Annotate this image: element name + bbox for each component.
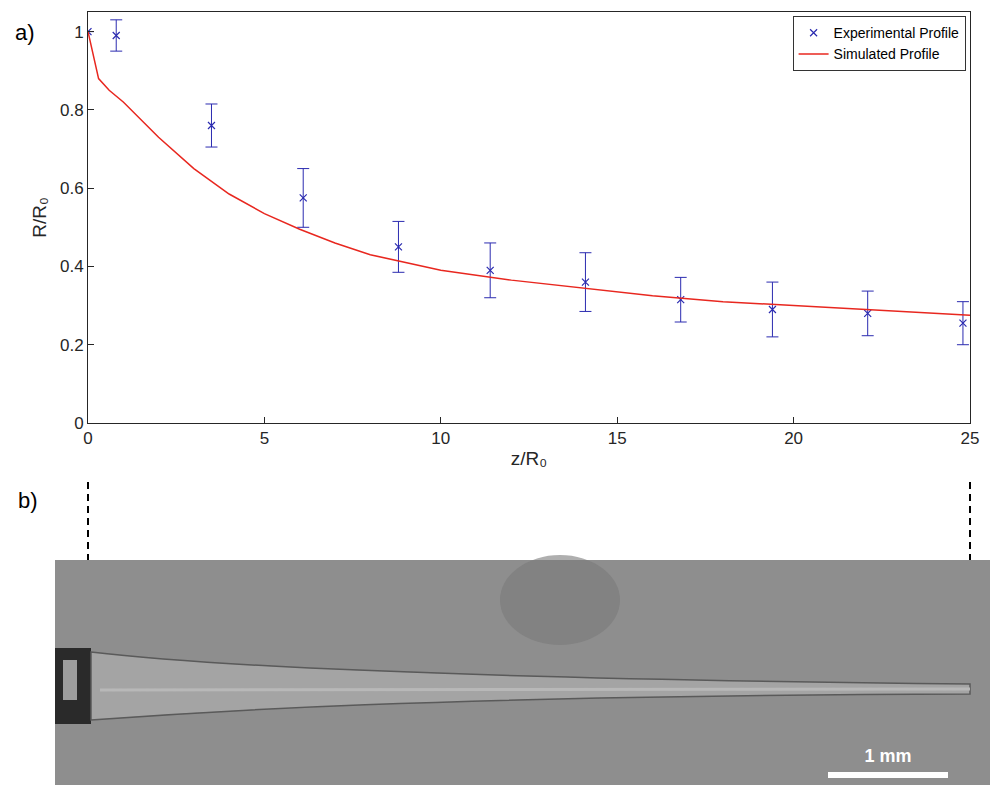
svg-text:25: 25: [961, 429, 980, 448]
svg-text:0: 0: [83, 429, 92, 448]
svg-text:5: 5: [260, 429, 269, 448]
svg-text:15: 15: [608, 429, 627, 448]
svg-text:1: 1: [74, 23, 83, 42]
svg-text:10: 10: [431, 429, 450, 448]
svg-text:1 mm: 1 mm: [864, 746, 911, 766]
svg-text:a): a): [15, 20, 35, 45]
svg-text:z/R₀: z/R₀: [511, 448, 547, 469]
svg-text:0.2: 0.2: [60, 336, 84, 355]
svg-text:20: 20: [784, 429, 803, 448]
svg-text:Experimental Profile: Experimental Profile: [834, 25, 959, 41]
svg-text:R/R₀: R/R₀: [29, 197, 50, 238]
svg-text:0.8: 0.8: [60, 101, 84, 120]
svg-text:0: 0: [74, 414, 83, 433]
svg-text:Simulated Profile: Simulated Profile: [834, 46, 940, 62]
svg-text:b): b): [18, 488, 38, 513]
svg-text:0.4: 0.4: [60, 257, 84, 276]
svg-text:0.6: 0.6: [60, 179, 84, 198]
